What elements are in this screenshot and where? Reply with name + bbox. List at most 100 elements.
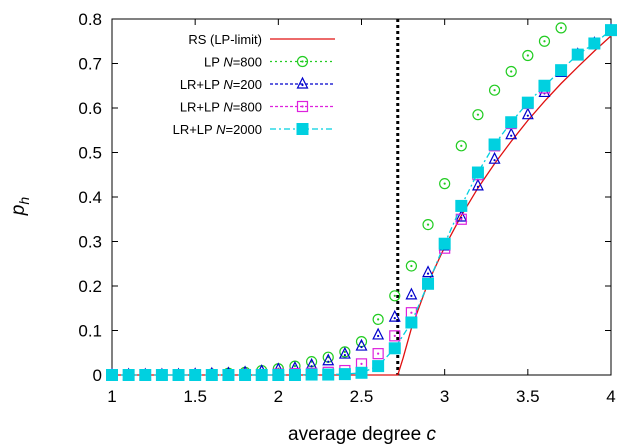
series-4-point xyxy=(422,277,435,290)
series-1-point xyxy=(372,313,384,325)
series-1 xyxy=(106,22,567,381)
legend-marker-center xyxy=(301,60,304,63)
series-2-point-center xyxy=(377,334,380,338)
series-1-point xyxy=(389,290,401,302)
y-tick-label: 0.5 xyxy=(78,144,102,163)
series-3-point-center xyxy=(410,311,413,314)
legend-marker xyxy=(296,123,309,135)
series-2-point-center xyxy=(476,185,480,188)
series-1-point-ring xyxy=(439,178,451,190)
series-2-point-outline xyxy=(322,353,335,366)
series-2-point-outline xyxy=(488,151,501,164)
series-1-point-ring xyxy=(422,218,434,231)
legend: RS (LP-limit) LP N=800 LR+LP N=200 LR+LP N=… xyxy=(173,32,335,137)
series-2-point-center xyxy=(393,317,396,320)
x-tick-label: 3.5 xyxy=(516,387,540,406)
x-axis-label: average degree c xyxy=(288,424,436,445)
series-1-point xyxy=(355,336,368,348)
series-1-point-ring xyxy=(522,49,534,62)
y-tick-label: 0.2 xyxy=(78,277,102,296)
series-layer xyxy=(106,19,617,381)
series-1-point-center xyxy=(460,144,463,147)
series-4-point xyxy=(471,166,484,179)
series-4 xyxy=(106,24,617,381)
series-4-point xyxy=(288,369,301,381)
plot-frame xyxy=(111,18,612,376)
series-4-point xyxy=(239,369,252,381)
series-2-point-center xyxy=(493,159,496,162)
series-4-point xyxy=(488,138,501,151)
series-4-point xyxy=(139,369,152,381)
series-1-point-center xyxy=(443,182,446,185)
series-1-point-center xyxy=(526,54,529,57)
x-tick-label: 3 xyxy=(440,387,449,406)
y-tick-label: 0.8 xyxy=(78,10,102,29)
series-1-point xyxy=(488,84,501,96)
x-tick-label: 1.5 xyxy=(183,387,207,406)
legend-marker xyxy=(296,100,309,113)
x-tick-label: 1 xyxy=(107,387,116,406)
series-4-point xyxy=(538,79,551,92)
series-4-point xyxy=(605,24,617,37)
series-4-point xyxy=(438,237,451,250)
series-3-point xyxy=(389,330,401,342)
series-1-point-center xyxy=(377,318,380,321)
series-4-point xyxy=(122,369,135,381)
series-2-point xyxy=(372,327,385,340)
y-tick-label: 0.7 xyxy=(78,55,102,74)
series-2-point-center xyxy=(426,272,430,275)
legend-marker-center xyxy=(301,83,304,87)
series-4-point xyxy=(588,37,601,50)
series-1-point xyxy=(439,178,451,190)
series-2-point xyxy=(471,178,484,191)
y-axis-label: ph xyxy=(8,197,32,217)
series-2-point-center xyxy=(510,134,513,137)
series-3-point xyxy=(372,348,384,360)
series-1-point xyxy=(405,260,417,272)
series-1-point xyxy=(522,49,534,62)
series-2-point-center xyxy=(327,360,330,363)
series-4-point xyxy=(205,369,218,381)
series-1-point-center xyxy=(543,40,546,43)
series-2-point-outline xyxy=(455,209,468,222)
series-1-point-ring xyxy=(372,313,384,325)
series-4-point xyxy=(571,48,584,61)
series-0 xyxy=(112,35,612,376)
legend-label: LR+LP N=200 xyxy=(180,77,262,92)
y-tick-label: 0.3 xyxy=(78,233,102,252)
series-4-point xyxy=(189,369,202,381)
legend-marker-outline xyxy=(296,100,309,113)
series-1-point-center xyxy=(343,350,346,353)
series-1-point-center xyxy=(476,113,480,116)
series-1-point-ring xyxy=(455,140,467,152)
series-2-point xyxy=(505,127,518,140)
plot-area xyxy=(111,18,612,376)
y-tick-label: 0.1 xyxy=(78,322,102,341)
series-2-point xyxy=(322,353,335,366)
series-1-point-ring xyxy=(389,290,401,302)
series-1-point-center xyxy=(293,365,297,368)
series-2-point-center xyxy=(343,353,346,357)
series-3-point-outline xyxy=(372,348,384,360)
series-1-point-center xyxy=(510,70,513,73)
series-1-point xyxy=(538,35,551,47)
legend-label: LR+LP N=2000 xyxy=(173,122,262,137)
legend-marker xyxy=(296,55,309,68)
series-2-point-outline xyxy=(388,309,401,322)
series-1-point xyxy=(472,109,484,121)
series-1-point-center xyxy=(426,223,430,226)
series-2-point-center xyxy=(310,365,313,368)
series-4-point xyxy=(322,368,335,381)
legend-label: LP N=800 xyxy=(204,55,262,70)
series-2-point xyxy=(338,346,351,359)
series-1-point-ring xyxy=(472,109,484,121)
series-2-point-center xyxy=(526,114,529,117)
y-tick-label: 0.6 xyxy=(78,99,102,118)
x-tick-label: 2.5 xyxy=(350,387,374,406)
series-1-point xyxy=(505,65,517,78)
y-tick-label: 0.4 xyxy=(78,188,102,207)
x-tick-label: 2 xyxy=(274,387,283,406)
series-4-point xyxy=(555,64,568,77)
y-tick-label: 0 xyxy=(93,366,102,385)
